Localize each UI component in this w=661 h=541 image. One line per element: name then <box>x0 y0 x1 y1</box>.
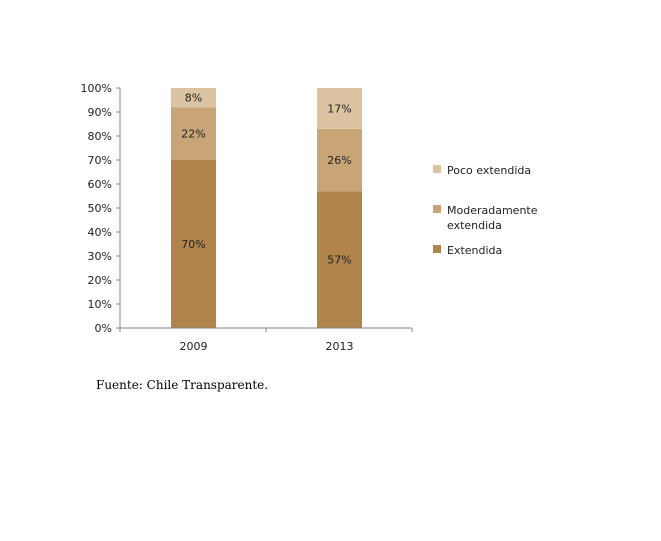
y-tick-label: 100% <box>81 82 112 95</box>
legend-label: Extendida <box>447 244 502 257</box>
stacked-bar-chart: 70% 22% 8% 57% 26% 17% 0% 10% 20% 30% 40% 50% 60% 70%… <box>81 82 538 353</box>
y-tick-label: 40% <box>88 226 112 239</box>
y-tick-label: 10% <box>88 298 112 311</box>
y-tick-label: 0% <box>95 322 112 335</box>
bar-segment <box>317 128 362 192</box>
y-tick-label: 60% <box>88 178 112 191</box>
data-label: 22% <box>181 128 205 141</box>
y-tick-label: 30% <box>88 250 112 263</box>
source-note: Fuente: Chile Transparente. <box>96 378 269 392</box>
bar-segment <box>171 160 216 328</box>
bar-segment <box>171 88 216 108</box>
data-label: 70% <box>181 238 205 251</box>
x-tick-label: 2009 <box>180 340 208 353</box>
y-tick-label: 20% <box>88 274 112 287</box>
y-tick-label: 80% <box>88 130 112 143</box>
data-label: 8% <box>185 92 202 105</box>
y-tick-label: 90% <box>88 106 112 119</box>
data-label: 57% <box>327 254 351 267</box>
data-label: 26% <box>327 154 351 167</box>
x-tick-label: 2013 <box>326 340 354 353</box>
legend-swatch <box>433 205 441 213</box>
bar-segment <box>317 88 362 129</box>
legend-swatch <box>433 245 441 253</box>
legend-swatch <box>433 165 441 173</box>
legend-label: extendida <box>447 219 502 232</box>
data-label: 17% <box>327 102 351 115</box>
y-tick-label: 50% <box>88 202 112 215</box>
bar-segment <box>171 107 216 160</box>
legend-label: Moderadamente <box>447 204 538 217</box>
y-tick-label: 70% <box>88 154 112 167</box>
legend-label: Poco extendida <box>447 164 531 177</box>
bar-segment <box>317 191 362 328</box>
